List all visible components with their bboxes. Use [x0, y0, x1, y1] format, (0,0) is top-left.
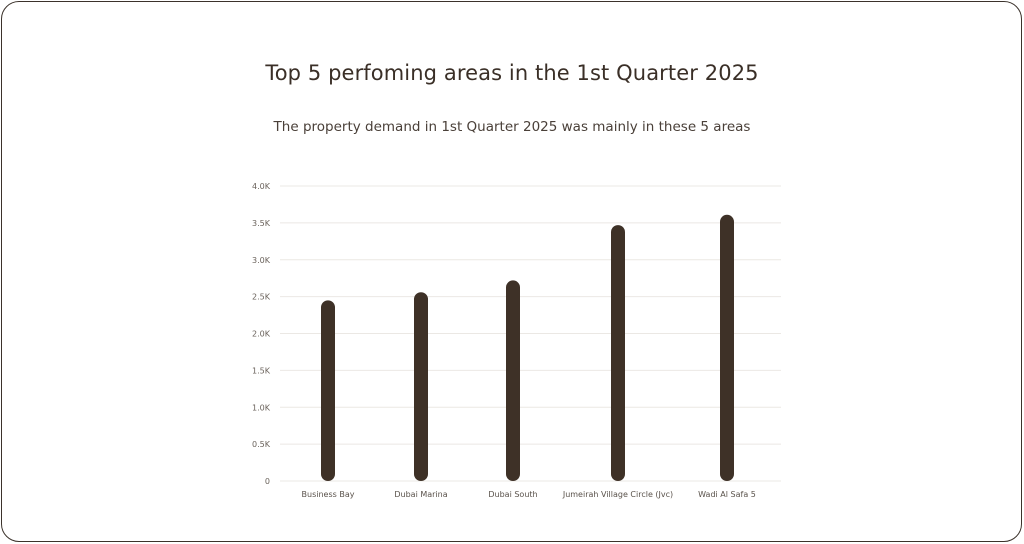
y-tick-label: 0 — [265, 477, 270, 486]
y-tick-label: 1.5K — [252, 366, 271, 375]
chart-subtitle: The property demand in 1st Quarter 2025 … — [273, 119, 751, 135]
y-tick-label: 3.5K — [252, 219, 271, 228]
y-tick-label: 0.5K — [252, 440, 271, 449]
y-tick-label: 3.0K — [252, 256, 271, 265]
y-tick-label: 2.5K — [252, 293, 271, 302]
x-tick-label: Dubai South — [488, 490, 537, 499]
x-tick-label: Jumeirah Village Circle (Jvc) — [562, 490, 673, 499]
y-tick-label: 4.0K — [252, 182, 271, 191]
chart-title: Top 5 perfoming areas in the 1st Quarter… — [265, 61, 759, 85]
bar-dubai-south[interactable] — [506, 280, 520, 481]
x-tick-label: Business Bay — [302, 490, 355, 499]
x-tick-label: Dubai Marina — [394, 490, 447, 499]
y-tick-label: 1.0K — [252, 403, 271, 412]
y-tick-label: 2.0K — [252, 330, 271, 339]
bars — [321, 214, 734, 481]
x-tick-label: Wadi Al Safa 5 — [698, 490, 756, 499]
bar-business-bay[interactable] — [321, 300, 335, 481]
chart-grid — [280, 185, 781, 482]
x-axis: Business Bay Dubai Marina Dubai South Jumei… — [302, 490, 756, 499]
bar-jumeirah-village-circle-jvc[interactable] — [611, 225, 625, 481]
bar-dubai-marina[interactable] — [414, 292, 428, 481]
y-axis: 0 0.5K 1.0K 1.5K 2.0K 2.5K 3.0K 3.5K 4.0K — [252, 182, 271, 486]
bar-wadi-al-safa-5[interactable] — [720, 214, 734, 481]
